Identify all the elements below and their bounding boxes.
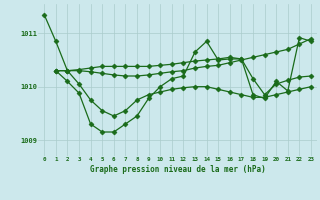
X-axis label: Graphe pression niveau de la mer (hPa): Graphe pression niveau de la mer (hPa): [90, 165, 266, 174]
